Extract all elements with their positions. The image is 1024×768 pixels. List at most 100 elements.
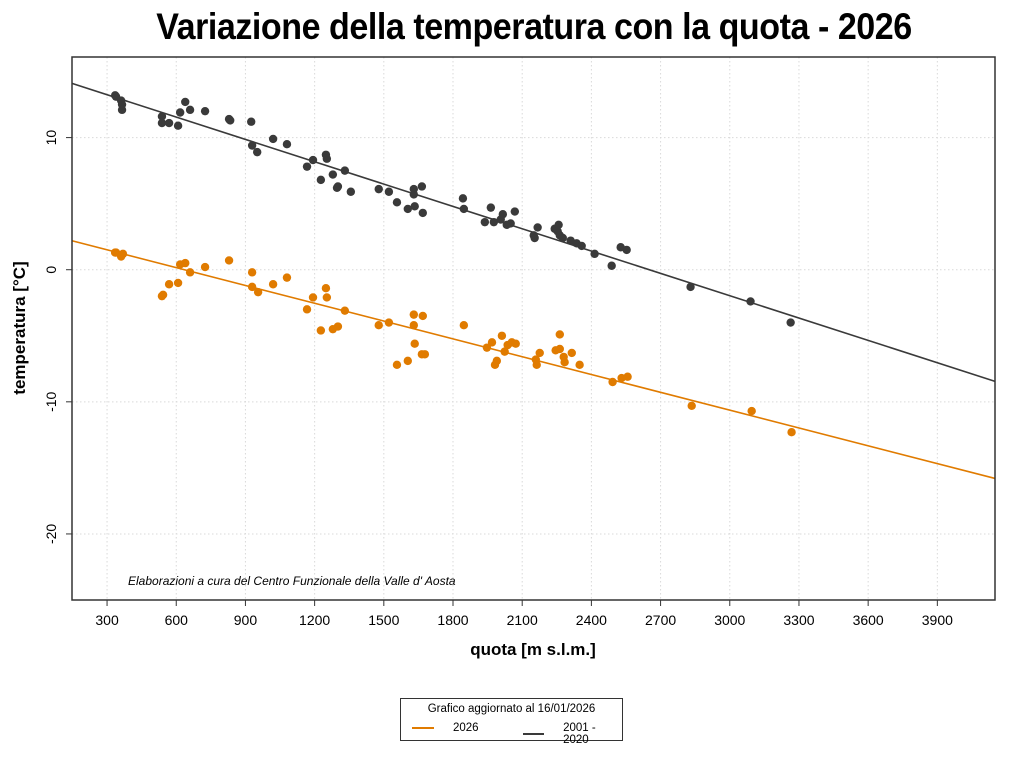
data-point-2001-2020 (328, 170, 338, 179)
data-point-2001-2020 (308, 155, 318, 165)
data-point-2026 (384, 318, 394, 327)
data-point-2001-2020 (340, 166, 350, 175)
data-point-2026 (560, 357, 569, 367)
data-point-2001-2020 (346, 187, 356, 196)
data-point-2001-2020 (458, 194, 468, 203)
data-point-2026 (340, 306, 350, 315)
data-point-2026 (532, 360, 541, 370)
data-point-2001-2020 (607, 261, 616, 270)
data-point-2026 (787, 428, 796, 437)
data-point-2001-2020 (185, 105, 195, 115)
data-point-2001-2020 (506, 219, 515, 228)
data-point-2001-2020 (554, 220, 563, 229)
data-point-2026 (118, 249, 128, 259)
data-point-2001-2020 (410, 202, 419, 211)
data-point-2026 (410, 339, 419, 348)
data-point-2001-2020 (157, 112, 167, 121)
data-point-2001-2020 (268, 134, 278, 144)
legend: Grafico aggiornato al 16/01/2026 2026 20… (400, 698, 623, 746)
data-point-2026 (420, 350, 430, 359)
data-point-2001-2020 (498, 210, 508, 219)
data-point-2026 (747, 406, 756, 416)
data-point-2026 (247, 268, 257, 277)
y-tick-label: -10 (43, 391, 59, 411)
data-point-2001-2020 (392, 198, 402, 207)
x-tick-label: 900 (234, 612, 258, 628)
y-tick-label: -20 (43, 524, 59, 544)
x-tick-label: 2400 (576, 612, 607, 628)
data-point-2026 (282, 273, 292, 282)
data-point-2001-2020 (622, 245, 631, 255)
data-point-2026 (623, 372, 632, 381)
data-point-2001-2020 (164, 118, 174, 128)
data-point-2001-2020 (403, 204, 413, 214)
data-point-2026 (268, 280, 278, 289)
legend-label-2001-2020: 2001 - 2020 (563, 722, 596, 746)
data-point-2001-2020 (247, 117, 256, 126)
x-axis: 300 600 900 1200 1500 1800 2100 2400 2700 3000 330… (95, 600, 953, 628)
data-point-2026 (687, 401, 696, 410)
data-point-2026 (487, 338, 497, 347)
data-point-2026 (409, 320, 419, 330)
y-tick-label: 10 (43, 130, 59, 146)
fit-lines (71, 82, 996, 480)
data-point-2026 (308, 293, 318, 302)
data-point-2026 (316, 326, 326, 335)
y-tick-label: 0 (43, 266, 59, 274)
data-point-2001-2020 (173, 121, 183, 130)
data-point-2001-2020 (247, 141, 257, 150)
credit-annotation: Elaborazioni a cura del Centro Funzional… (128, 574, 456, 588)
data-point-2001-2020 (175, 108, 185, 117)
x-tick-label: 600 (165, 612, 189, 628)
data-point-2001-2020 (686, 282, 695, 292)
data-point-2026 (482, 343, 492, 352)
data-point-2026 (200, 262, 210, 272)
data-point-2026 (511, 339, 520, 348)
data-point-2026 (555, 344, 564, 354)
legend-title: Grafico aggiornato al 16/01/2026 (427, 703, 596, 715)
data-point-2026 (374, 320, 383, 330)
data-point-2026 (247, 282, 257, 292)
y-axis: -20 -10 0 10 (43, 130, 72, 544)
data-point-2001-2020 (322, 154, 332, 163)
data-point-2026 (321, 284, 331, 293)
x-tick-label: 2700 (645, 612, 676, 628)
data-point-2001-2020 (786, 318, 795, 327)
data-point-2001-2020 (316, 175, 326, 185)
data-point-2001-2020 (533, 223, 542, 232)
data-point-2001-2020 (486, 203, 496, 212)
data-point-2026 (418, 311, 427, 321)
data-point-2001-2020 (252, 147, 262, 157)
data-point-2001-2020 (590, 249, 599, 259)
data-point-2026 (459, 320, 469, 330)
data-point-2026 (158, 290, 168, 300)
x-tick-label: 1500 (368, 612, 399, 628)
data-point-2026 (492, 356, 502, 366)
data-point-2001-2020 (157, 118, 167, 128)
data-point-2026 (333, 322, 343, 331)
x-axis-title: quota [m s.l.m.] (470, 640, 596, 659)
data-point-2001-2020 (558, 233, 567, 243)
data-point-2026 (535, 348, 544, 358)
data-point-2001-2020 (282, 139, 292, 149)
data-point-2026 (497, 331, 507, 340)
legend-swatch-2001-2020 (523, 733, 545, 735)
x-tick-label: 3600 (853, 612, 884, 628)
data-point-2026 (322, 293, 332, 302)
data-point-2026 (555, 330, 564, 339)
data-point-2026 (224, 256, 234, 265)
data-point-2026 (302, 305, 312, 314)
data-point-2026 (575, 360, 584, 370)
data-point-2001-2020 (577, 241, 586, 251)
data-point-2001-2020 (459, 204, 469, 214)
legend-item-2001-2020: 2001 - 2020 (523, 722, 622, 746)
data-point-2026 (253, 287, 263, 297)
legend-item-2026: 2026 (412, 722, 479, 734)
plot-frame (71, 56, 996, 601)
data-point-2001-2020 (384, 187, 394, 196)
legend-label-2026: 2026 (453, 722, 479, 734)
data-point-2026 (409, 310, 419, 319)
legend-swatch-2026 (412, 727, 434, 729)
data-point-2001-2020 (510, 207, 520, 216)
